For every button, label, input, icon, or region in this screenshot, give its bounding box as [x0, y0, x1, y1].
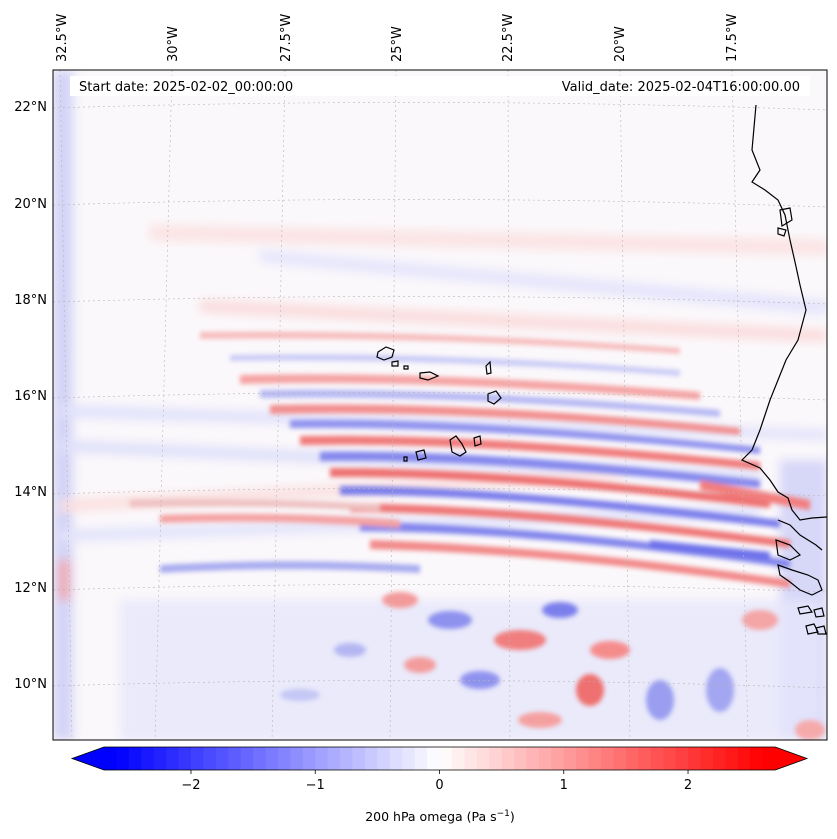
colorbar-tick-label: −2	[181, 778, 200, 793]
colorbar-cell	[489, 747, 503, 770]
colorbar-extend-min	[72, 747, 104, 770]
colorbar-cells	[72, 747, 807, 770]
colorbar-cell	[340, 747, 354, 770]
colorbar-cell	[576, 747, 590, 770]
colorbar-extend-max	[775, 747, 807, 770]
colorbar-cell	[253, 747, 267, 770]
start-date-label: Start date: 2025-02-02_00:00:00	[79, 80, 293, 95]
colorbar-cell	[501, 747, 515, 770]
colorbar-cell	[663, 747, 677, 770]
lon-label: 30°W	[166, 26, 181, 62]
colorbar-cell	[190, 747, 205, 770]
colorbar-cell	[464, 747, 478, 770]
colorbar-cell	[675, 747, 689, 770]
latitude-labels: 22°N 20°N 18°N 16°N 14°N 12°N 10°N	[14, 100, 47, 692]
map-frame	[52, 69, 828, 741]
colorbar-outline	[70, 746, 809, 771]
colorbar-cell	[451, 747, 465, 770]
lat-label: 14°N	[14, 485, 47, 500]
lon-label: 22.5°W	[501, 14, 516, 62]
colorbar-cell	[265, 747, 279, 770]
gridlines	[53, 70, 827, 740]
colorbar-tick-label: 0	[435, 778, 443, 793]
map-panel: Start date: 2025-02-02_00:00:00 Valid_da…	[52, 69, 828, 741]
colorbar-cell	[688, 747, 702, 770]
colorbar-cell	[364, 747, 378, 770]
colorbar-cell	[178, 747, 192, 770]
longitude-labels: 32.5°W 30°W 27.5°W 25°W 22.5°W 20°W 17.5…	[55, 14, 740, 62]
colorbar-cell	[166, 747, 180, 770]
colorbar-cell	[700, 747, 714, 770]
colorbar-cell	[389, 747, 403, 770]
colorbar-cell	[514, 747, 528, 770]
colorbar-cell	[315, 747, 329, 770]
colorbar-tick-label: −1	[306, 778, 325, 793]
africa-coastline	[740, 104, 827, 521]
colorbar-cell	[215, 747, 229, 770]
cape-verde-islands	[376, 346, 395, 361]
colorbar-tick-label: 1	[560, 778, 568, 793]
colorbar-cell	[762, 747, 776, 770]
colorbar-cell	[228, 747, 242, 770]
lat-label: 12°N	[14, 581, 47, 596]
colorbar-cell	[427, 747, 441, 770]
colorbar-cell	[141, 747, 155, 770]
colorbar-cell	[750, 747, 764, 770]
colorbar-cell	[588, 747, 602, 770]
colorbar-cell	[538, 747, 552, 770]
lat-label: 10°N	[14, 677, 47, 692]
colorbar-cell	[352, 747, 366, 770]
colorbar-cell	[116, 747, 130, 770]
colorbar-cell	[613, 747, 627, 770]
colorbar-cell	[638, 747, 652, 770]
lon-label: 32.5°W	[55, 14, 70, 62]
colorbar-cell	[153, 747, 167, 770]
lat-label: 16°N	[14, 389, 47, 404]
lat-label: 18°N	[14, 293, 47, 308]
lon-label: 25°W	[390, 26, 405, 62]
colorbar-cell	[240, 747, 254, 770]
colorbar-cell	[526, 747, 540, 770]
colorbar-label: 200 hPa omega (Pa s−1)	[365, 809, 515, 824]
colorbar-cell	[650, 747, 664, 770]
colorbar-cell	[476, 747, 490, 770]
colorbar-cell	[563, 747, 577, 770]
colorbar-cell	[737, 747, 751, 770]
colorbar-cell	[302, 747, 316, 770]
colorbar-cell	[128, 747, 142, 770]
lat-label: 22°N	[14, 100, 47, 115]
omega-field	[53, 70, 827, 740]
colorbar-cell	[601, 747, 615, 770]
colorbar-ticks: −2 −1 0 1 2	[181, 770, 692, 793]
lon-label: 17.5°W	[725, 14, 740, 62]
coastlines	[376, 104, 827, 635]
annotation-strip	[70, 76, 810, 96]
colorbar: −2 −1 0 1 2 200 hPa omega (Pa s−1)	[70, 746, 809, 824]
colorbar-cell	[290, 747, 304, 770]
colorbar-tick-label: 2	[684, 778, 692, 793]
lon-label: 20°W	[613, 26, 628, 62]
colorbar-cell	[712, 747, 726, 770]
colorbar-cell	[414, 747, 428, 770]
lat-label: 20°N	[14, 197, 47, 212]
colorbar-cell	[277, 747, 291, 770]
colorbar-cell	[327, 747, 341, 770]
lon-label: 27.5°W	[279, 14, 294, 62]
colorbar-cell	[551, 747, 565, 770]
colorbar-cell	[625, 747, 639, 770]
colorbar-cell	[104, 747, 118, 770]
valid-date-label: Valid_date: 2025-02-04T16:00:00.00	[562, 80, 800, 95]
colorbar-cell	[203, 747, 217, 770]
colorbar-cell	[725, 747, 739, 770]
colorbar-cell	[377, 747, 391, 770]
colorbar-cell	[439, 747, 453, 770]
colorbar-cell	[402, 747, 416, 770]
